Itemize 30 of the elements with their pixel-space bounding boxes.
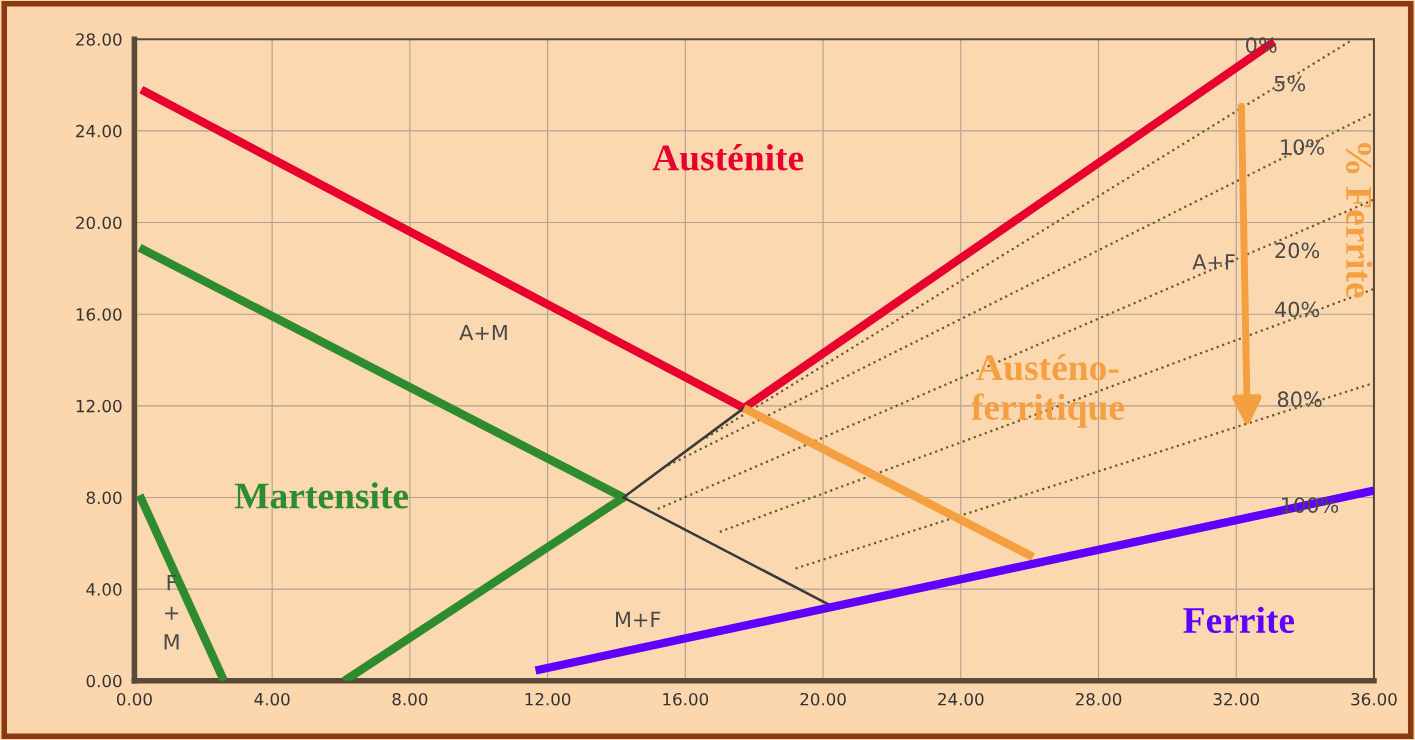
y-tick-label: 8.00 — [86, 491, 122, 505]
annotation: A+M — [459, 324, 507, 341]
x-tick-label: 36.00 — [1351, 692, 1397, 706]
y-tick-label: 16.00 — [76, 308, 122, 321]
annotation: 10% — [1281, 139, 1325, 155]
annotation: 5% — [1274, 75, 1306, 92]
y-tick-label: 20.00 — [76, 216, 122, 230]
annotation: 80% — [1277, 391, 1322, 408]
x-tick-label: 16.00 — [663, 692, 709, 706]
annotation: A+F — [1192, 254, 1235, 270]
annotation: 20% — [1275, 242, 1320, 259]
y-tick-label: 28.00 — [76, 33, 122, 46]
x-tick-label: 28.00 — [1075, 692, 1122, 706]
annotation: Austénite — [652, 144, 804, 171]
annotation: M+F — [616, 611, 661, 627]
x-tick-label: 8.00 — [392, 692, 428, 706]
annotation: Martensite — [234, 482, 409, 509]
y-tick-label: 24.00 — [76, 124, 122, 138]
x-tick-label: 12.00 — [525, 692, 571, 706]
x-tick-label: 32.00 — [1213, 692, 1259, 706]
x-tick-label: 0.00 — [116, 692, 152, 706]
y-tick-label: 4.00 — [86, 583, 122, 596]
y2-axis-title: % Ferrite — [1345, 143, 1373, 298]
x-tick-label: 20.00 — [800, 692, 846, 706]
y-tick-label: 12.00 — [76, 399, 122, 413]
annotation: 40% — [1274, 301, 1320, 318]
x-tick-label: 24.00 — [938, 692, 984, 706]
x-tick-label: 4.00 — [254, 692, 290, 706]
annotation: Ferrite — [1183, 606, 1295, 634]
y-tick-label: 0.00 — [86, 674, 122, 688]
